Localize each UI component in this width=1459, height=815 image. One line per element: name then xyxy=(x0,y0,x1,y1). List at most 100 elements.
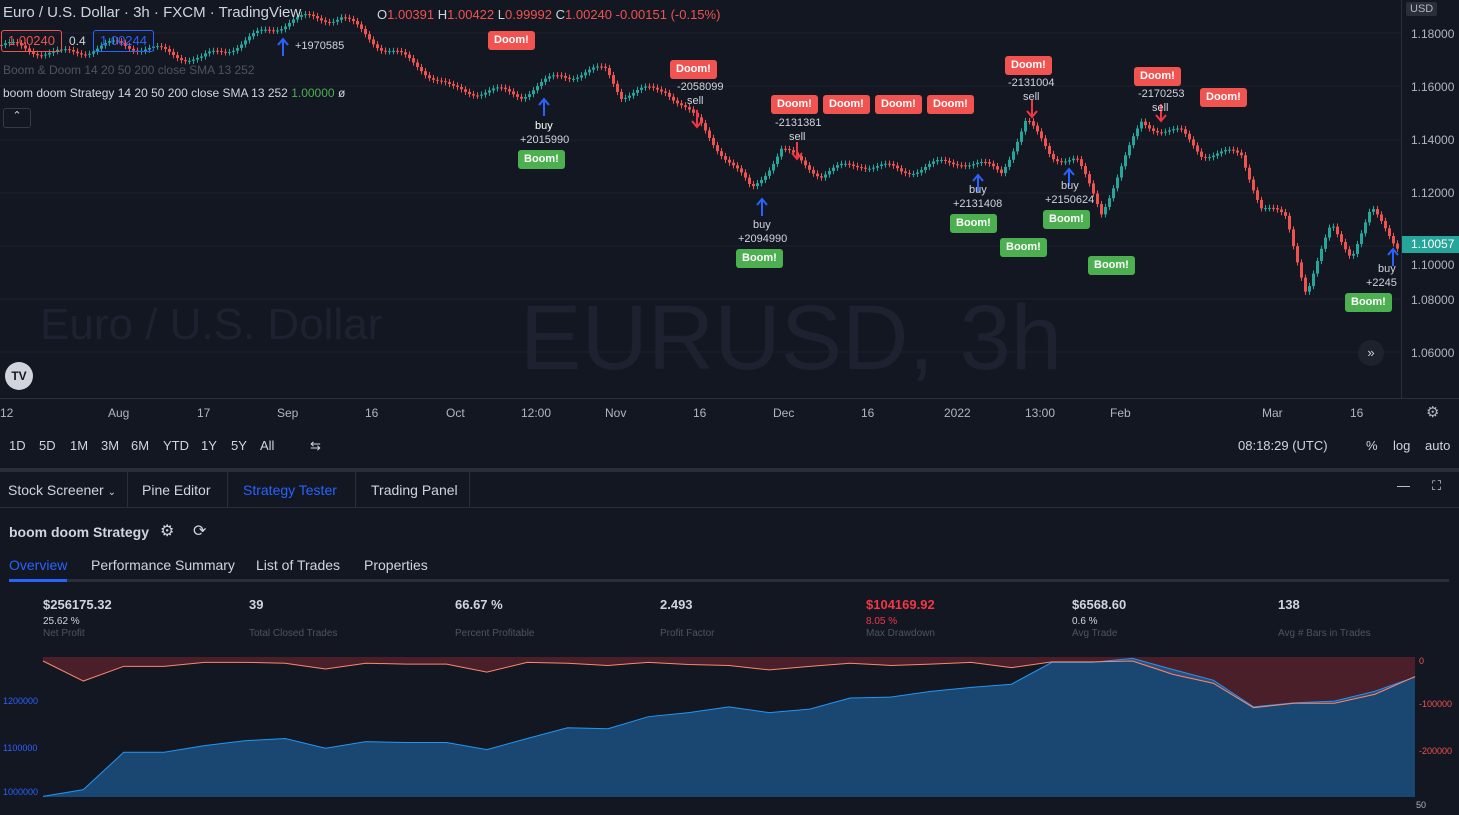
candle xyxy=(172,51,175,56)
range-5y[interactable]: 5Y xyxy=(231,438,247,453)
candle xyxy=(340,17,343,20)
candle xyxy=(16,42,19,44)
price-axis[interactable]: USD 1.18000 1.16000 1.14000 1.12000 1.10… xyxy=(1401,0,1459,398)
symbol-legend[interactable]: Euro / U.S. Dollar · 3h · FXCM · Trading… xyxy=(3,4,302,21)
strategy-reload-icon[interactable]: ⟳ xyxy=(193,523,207,540)
stat-profit-factor: 2.493 Profit Factor xyxy=(660,597,714,639)
subtab-performance-summary[interactable]: Performance Summary xyxy=(91,557,235,573)
tab-stock-screener[interactable]: Stock Screener ⌄ xyxy=(0,472,128,508)
currency-select[interactable]: USD xyxy=(1406,2,1438,16)
candle xyxy=(440,80,443,82)
candle xyxy=(1076,158,1079,160)
boom-label: Boom! xyxy=(736,249,783,268)
stat-total-closed-trades: 39 Total Closed Trades xyxy=(249,597,337,639)
scroll-to-realtime-button[interactable]: » xyxy=(1358,340,1384,366)
time-tick: 12 xyxy=(0,406,14,420)
candle xyxy=(1256,190,1259,200)
range-5d[interactable]: 5D xyxy=(39,438,56,453)
range-all[interactable]: All xyxy=(260,438,275,453)
boom-label: Boom! xyxy=(950,214,997,233)
trade-profit: +2131408 xyxy=(953,198,1003,210)
candle xyxy=(936,160,939,162)
time-axis[interactable]: 12 Aug 17 Sep 16 Oct 12:00 Nov 16 Dec 16… xyxy=(0,398,1459,426)
tab-pine-editor[interactable]: Pine Editor xyxy=(128,472,228,508)
sell-button[interactable]: 1.00240 xyxy=(1,30,62,52)
candle xyxy=(384,50,387,52)
maximize-icon[interactable]: ⛶ xyxy=(1432,478,1442,493)
trade-profit: +2094990 xyxy=(738,233,788,245)
candle xyxy=(836,165,839,168)
candle xyxy=(1212,155,1215,158)
candle xyxy=(524,96,527,99)
indicator-boom-doom[interactable]: Boom & Doom 14 20 50 200 close SMA 13 25… xyxy=(3,63,255,77)
candle xyxy=(236,48,239,51)
subtab-list-of-trades[interactable]: List of Trades xyxy=(256,557,341,573)
candle xyxy=(132,48,135,51)
buy-button[interactable]: 1.00244 xyxy=(93,30,154,52)
candle xyxy=(1228,149,1231,151)
settings-gear-icon[interactable]: ⚙ xyxy=(1426,404,1440,421)
candle xyxy=(932,161,935,164)
candle xyxy=(868,168,871,170)
candle xyxy=(1036,125,1039,132)
doom-label: Doom! xyxy=(823,95,870,114)
candle xyxy=(568,77,571,79)
indicator-strategy[interactable]: boom doom Strategy 14 20 50 200 close SM… xyxy=(3,86,346,100)
minimize-icon[interactable]: — xyxy=(1397,478,1410,493)
strategy-settings-icon[interactable]: ⚙ xyxy=(160,523,175,540)
tradingview-logo[interactable]: TV xyxy=(5,362,33,390)
equity-area xyxy=(43,658,1415,797)
boom-label: Boom! xyxy=(518,150,565,169)
tab-trading-panel[interactable]: Trading Panel xyxy=(356,472,470,508)
candle xyxy=(684,105,687,108)
candle xyxy=(348,17,351,19)
spread: 0.4 xyxy=(69,34,86,48)
range-1m[interactable]: 1M xyxy=(70,438,89,453)
range-6m[interactable]: 6M xyxy=(131,438,150,453)
candle xyxy=(544,78,547,82)
candle xyxy=(772,163,775,171)
range-ytd[interactable]: YTD xyxy=(163,438,189,453)
candle xyxy=(1324,237,1327,249)
time-tick: Dec xyxy=(773,406,795,420)
clock[interactable]: 08:18:29 (UTC) xyxy=(1238,438,1328,453)
percent-toggle[interactable]: % xyxy=(1366,438,1378,453)
subtab-overview[interactable]: Overview xyxy=(9,557,68,573)
date-range-icon[interactable]: ⇆ xyxy=(310,438,321,453)
candle xyxy=(72,49,75,52)
subtab-properties[interactable]: Properties xyxy=(364,557,428,573)
collapse-legend-button[interactable]: ⌃ xyxy=(3,108,31,128)
candle xyxy=(1060,161,1063,163)
candle xyxy=(596,66,599,68)
range-3m[interactable]: 3M xyxy=(101,438,120,453)
symbol-name: Euro / U.S. Dollar xyxy=(3,4,120,21)
log-toggle[interactable]: log xyxy=(1393,438,1411,453)
price-tick: 1.18000 xyxy=(1411,27,1455,41)
candle xyxy=(36,53,39,56)
candle xyxy=(1288,215,1291,230)
time-tick: 17 xyxy=(197,406,211,420)
candle xyxy=(196,57,199,60)
candle xyxy=(488,90,491,93)
candle xyxy=(648,86,651,88)
range-1d[interactable]: 1D xyxy=(9,438,26,453)
auto-toggle[interactable]: auto xyxy=(1425,438,1451,453)
candle xyxy=(928,163,931,167)
candle xyxy=(1124,155,1127,167)
candle xyxy=(880,164,883,167)
tab-strategy-tester[interactable]: Strategy Tester xyxy=(228,472,356,508)
doom-label: Doom! xyxy=(488,31,535,50)
candle xyxy=(1296,246,1299,263)
price-chart[interactable]: EURUSD, 3h Euro / U.S. Dollar Euro / U.S… xyxy=(0,0,1401,398)
candle xyxy=(92,51,95,54)
candle xyxy=(1144,121,1147,126)
candle xyxy=(864,167,867,169)
candle xyxy=(416,62,419,68)
candle xyxy=(80,53,83,55)
range-1y[interactable]: 1Y xyxy=(201,438,217,453)
stat-value: 138 xyxy=(1278,597,1300,612)
candle xyxy=(20,43,23,46)
candle xyxy=(452,83,455,86)
candle xyxy=(948,160,951,163)
stat-avg-bars-in-trades: 138 Avg # Bars in Trades xyxy=(1278,597,1371,639)
